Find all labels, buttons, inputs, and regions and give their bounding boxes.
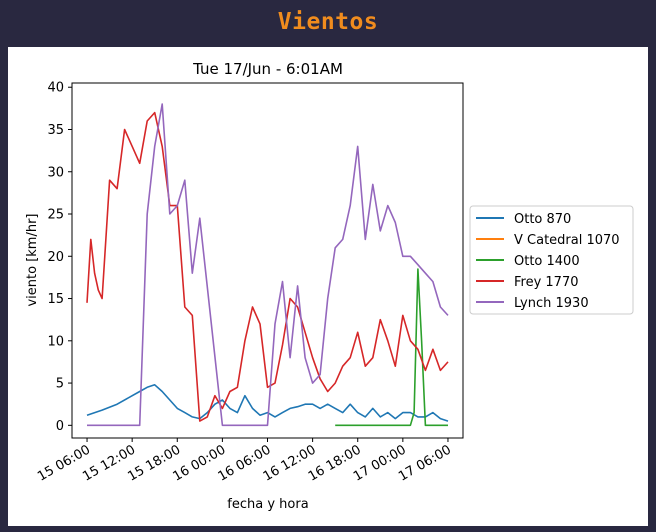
x-axis-label: fecha y hora: [227, 497, 308, 512]
series-line-0: [86, 383, 449, 422]
chart-panel: Tue 17/Jun - 6:01AM viento [km/hr] fecha…: [8, 47, 648, 526]
plot-area: [86, 103, 449, 427]
chart-legend: Otto 870 V Catedral 1070 Otto 1400 Frey 177…: [469, 205, 634, 315]
legend-label-4: Lynch 1930: [514, 296, 589, 311]
y-tick-label: 30: [47, 165, 64, 180]
y-tick-label: 40: [47, 81, 64, 96]
legend-label-2: Otto 1400: [514, 254, 580, 269]
y-axis-label: viento [km/hr]: [25, 213, 40, 306]
series-line-2: [335, 268, 448, 427]
y-tick-label: 20: [47, 250, 64, 265]
legend-box: [469, 205, 634, 315]
y-tick-label: 10: [47, 334, 64, 349]
legend-label-0: Otto 870: [514, 212, 571, 227]
y-tick-label: 0: [56, 419, 64, 434]
y-tick-label: 5: [56, 377, 64, 392]
series-line-4: [87, 103, 449, 427]
series-line-3: [86, 111, 449, 422]
legend-label-1: V Catedral 1070: [514, 233, 620, 248]
y-tick-label: 15: [47, 292, 64, 307]
page-title: Vientos: [277, 9, 379, 35]
legend-label-3: Frey 1770: [514, 275, 579, 290]
y-tick-label: 25: [47, 208, 64, 223]
chart-title: Tue 17/Jun - 6:01AM: [192, 60, 343, 78]
app-header: Vientos: [0, 0, 656, 44]
wind-chart: Tue 17/Jun - 6:01AM viento [km/hr] fecha…: [25, 60, 634, 512]
y-tick-label: 35: [47, 123, 64, 138]
